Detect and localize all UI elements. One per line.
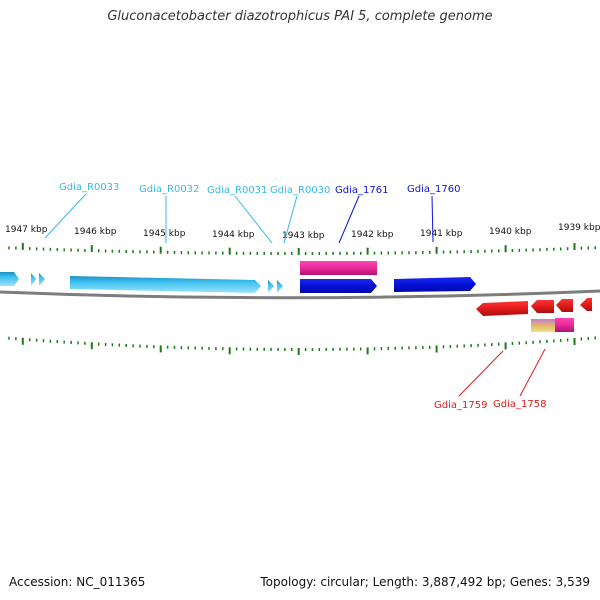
callout-lines [44, 193, 546, 397]
cds-reverse-arrow[interactable] [531, 300, 554, 313]
kbp-label: 1947 kbp [5, 225, 48, 235]
cds-reverse-arrow[interactable] [556, 299, 573, 312]
gene-label-gdia-1760[interactable]: Gdia_1760 [407, 184, 460, 195]
gene-label-gdia-r0030[interactable]: Gdia_R0030 [270, 185, 330, 196]
kbp-scale: 1947 kbp 1946 kbp 1945 kbp 1944 kbp 1943… [5, 223, 600, 241]
kbp-label: 1940 kbp [489, 227, 532, 237]
kbp-label: 1943 kbp [282, 231, 325, 241]
pseudogene-bar[interactable] [300, 261, 377, 275]
cds-forward-arrow[interactable] [394, 277, 476, 292]
gene-label-gdia-1759[interactable]: Gdia_1759 [434, 400, 487, 411]
gene-label-gdia-r0031[interactable]: Gdia_R0031 [207, 185, 267, 196]
rna-gene-arrow[interactable] [277, 280, 283, 293]
rna-gene-arrow[interactable] [31, 273, 36, 286]
forward-strand-features [0, 261, 476, 293]
cds-forward-arrow[interactable] [300, 279, 377, 293]
gene-label-gdia-r0033[interactable]: Gdia_R0033 [59, 182, 119, 193]
callout-line [44, 193, 87, 239]
kbp-label: 1945 kbp [143, 229, 186, 239]
rna-gene-arrow[interactable] [70, 276, 261, 293]
gene-label-gdia-r0032[interactable]: Gdia_R0032 [139, 184, 199, 195]
tick-row-outer [8, 242, 596, 255]
gene-label-gdia-1761[interactable]: Gdia_1761 [335, 185, 388, 196]
genome-title: Gluconacetobacter diazotrophicus PAI 5, … [107, 9, 493, 24]
reverse-strand-features [476, 298, 592, 332]
callout-line [338, 195, 360, 244]
cds-reverse-arrow[interactable] [476, 301, 528, 316]
gene-labels: Gdia_R0033 Gdia_R0032 Gdia_R0031 Gdia_R0… [59, 182, 546, 411]
cds-reverse-arrow[interactable] [580, 298, 592, 311]
kbp-label: 1944 kbp [212, 230, 255, 240]
pseudogene-bar[interactable] [555, 318, 574, 332]
kbp-label: 1946 kbp [74, 227, 117, 237]
accession-text: Accession: NC_011365 [9, 575, 146, 589]
rna-gene-arrow[interactable] [39, 273, 45, 286]
callout-line [431, 195, 434, 243]
tick-row-inner [8, 336, 596, 355]
callout-line [519, 348, 546, 397]
callout-line [283, 195, 298, 244]
genome-summary-text: Topology: circular; Length: 3,887,492 bp… [260, 575, 590, 589]
kbp-label: 1942 kbp [351, 230, 394, 240]
genome-backbone [0, 289, 600, 300]
callout-line [234, 195, 273, 244]
callout-line [458, 350, 504, 397]
kbp-label: 1939 kbp [558, 223, 600, 233]
small-feature-bar[interactable] [531, 319, 555, 332]
rna-gene-arrow[interactable] [268, 280, 274, 293]
kbp-label: 1941 kbp [420, 229, 463, 239]
rna-gene-arrow[interactable] [0, 272, 19, 286]
gene-label-gdia-1758[interactable]: Gdia_1758 [493, 399, 546, 410]
